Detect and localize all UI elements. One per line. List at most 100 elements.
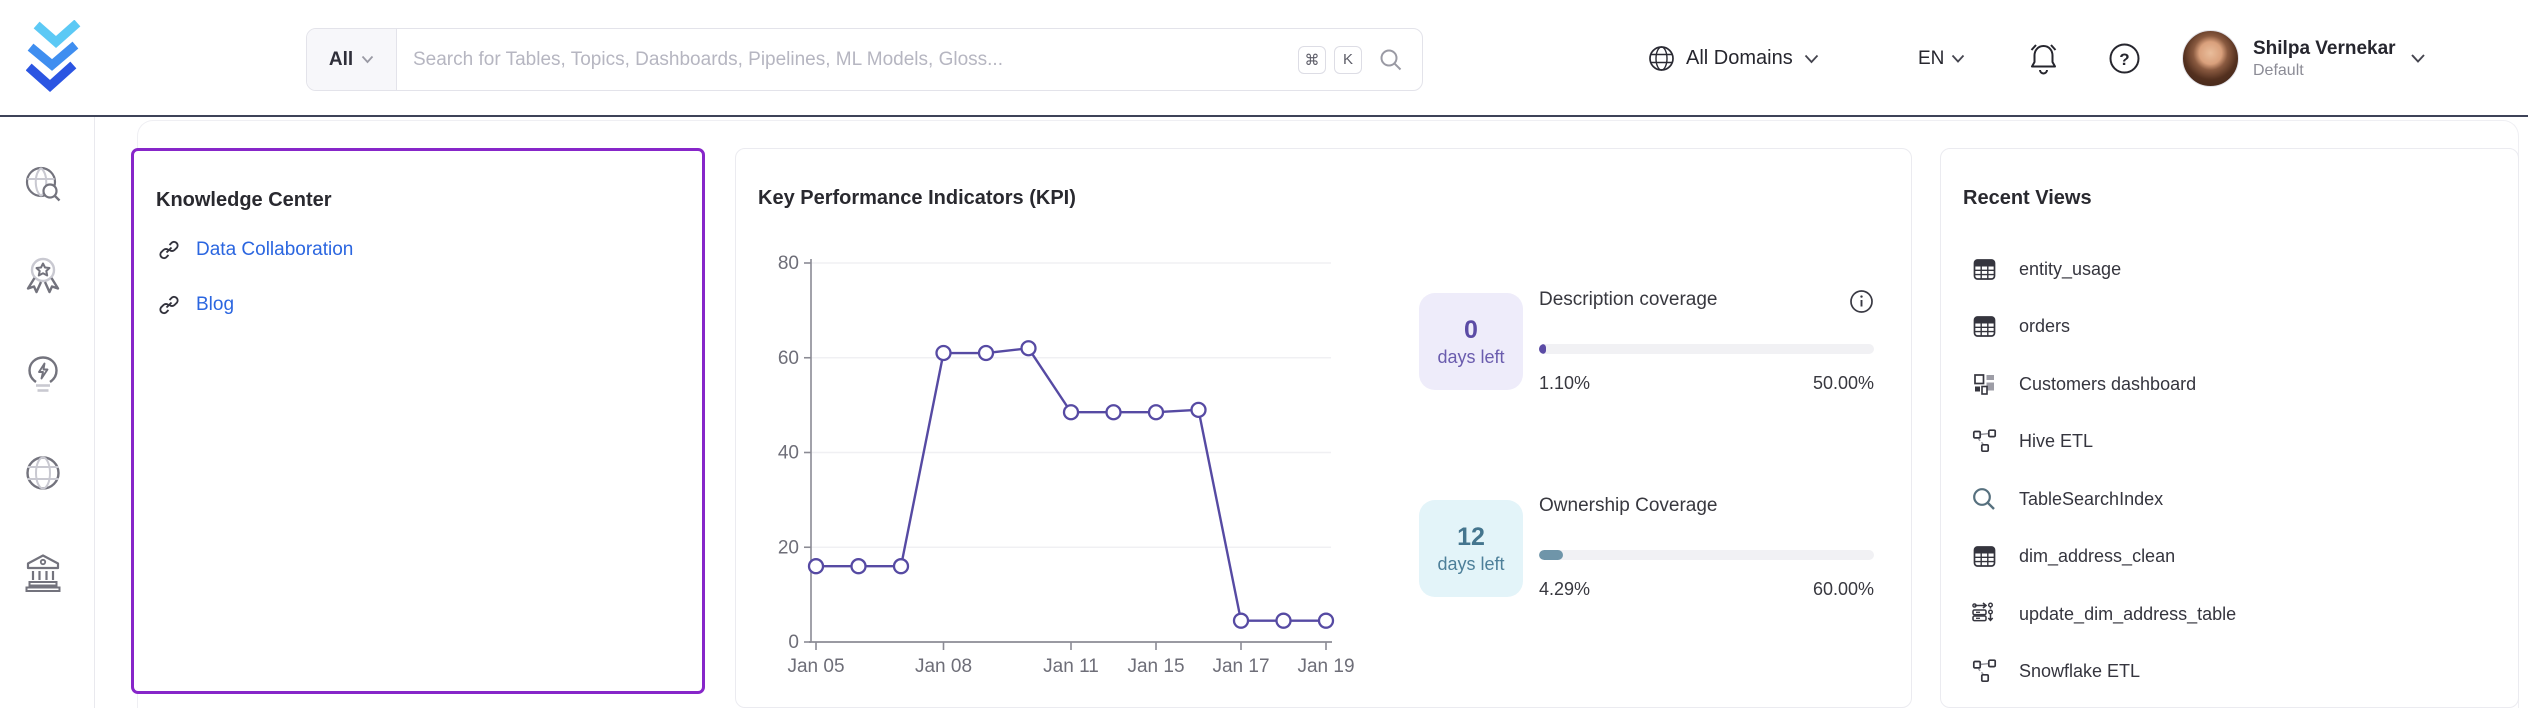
kpi-line-chart: 0 20 40 60 80 Jan 05 Jan 08 Jan 11 Jan 15 Jan 17 J… — [778, 253, 1355, 677]
days-left-label: days left — [1437, 346, 1505, 367]
search-icon[interactable] — [1378, 47, 1404, 73]
recent-view-item[interactable]: orders — [1941, 298, 2518, 354]
pipeline-icon — [1971, 658, 1997, 684]
recent-view-label: update_dim_address_table — [2019, 603, 2237, 624]
stored-procedure-icon — [1971, 601, 1997, 627]
domain-selector-label: All Domains — [1686, 47, 1793, 69]
recent-view-item[interactable]: update_dim_address_table — [1941, 586, 2518, 642]
search-scope-label: All — [328, 48, 354, 70]
help-icon: ? — [2109, 43, 2140, 74]
recent-view-item[interactable]: entity_usage — [1941, 241, 2518, 297]
kc-link-label: Blog — [196, 294, 235, 315]
link-icon — [159, 295, 179, 315]
search-index-icon — [1971, 486, 1997, 512]
progress-bar — [1539, 344, 1874, 354]
kpi-title: Key Performance Indicators (KPI) — [758, 187, 1076, 209]
days-left-badge: 0 days left — [1419, 293, 1523, 390]
quality-medal-icon[interactable] — [20, 254, 66, 300]
kc-link-label: Data Collaboration — [196, 239, 354, 260]
svg-text:20: 20 — [778, 537, 799, 558]
knowledge-center-widget: Knowledge Center Data Collaboration Blog — [131, 148, 705, 694]
kc-link-data-collaboration[interactable]: Data Collaboration — [157, 232, 353, 268]
svg-text:Jan 19: Jan 19 — [1297, 656, 1354, 677]
k-key-badge: K — [1334, 45, 1362, 74]
kpi-current-value: 1.10% — [1539, 373, 1591, 393]
recent-views-widget: Recent Views entity_usage orders Custome… — [1940, 148, 2519, 708]
progress-fill — [1539, 344, 1547, 354]
chevron-down-icon — [361, 55, 374, 64]
knowledge-center-title: Knowledge Center — [156, 189, 332, 211]
recent-view-label: orders — [2019, 315, 2071, 336]
chevron-down-icon — [2410, 54, 2425, 63]
table-icon — [1971, 256, 1997, 282]
recent-view-label: entity_usage — [2019, 258, 2122, 279]
pipeline-icon — [1971, 428, 1997, 454]
kpi-metric-name: Ownership Coverage — [1539, 495, 1718, 516]
left-nav-rail — [0, 117, 95, 708]
recent-view-label: Customers dashboard — [2019, 373, 2197, 394]
svg-text:80: 80 — [778, 253, 799, 274]
recent-view-item[interactable]: Hive ETL — [1941, 413, 2518, 469]
kc-link-blog[interactable]: Blog — [157, 287, 234, 323]
bell-icon — [2030, 44, 2057, 75]
recent-view-item[interactable]: Snowflake ETL — [1941, 643, 2518, 699]
days-left-value: 0 — [1464, 315, 1478, 344]
link-icon — [159, 240, 179, 260]
svg-text:Jan 17: Jan 17 — [1212, 656, 1269, 677]
cmd-key-badge: ⌘ — [1298, 45, 1326, 74]
recent-views-title: Recent Views — [1963, 187, 2092, 209]
insights-bulb-icon[interactable] — [20, 354, 66, 400]
user-menu[interactable]: Shilpa Vernekar Default — [2182, 0, 2426, 117]
language-label: EN — [1918, 47, 1945, 69]
globe-icon — [1649, 46, 1674, 71]
recent-view-label: TableSearchIndex — [2019, 488, 2164, 509]
recent-view-label: Hive ETL — [2019, 430, 2094, 451]
app-header: All ⌘ K All Domains EN — [0, 0, 2528, 117]
help-button[interactable]: ? — [2108, 0, 2141, 117]
user-team: Default — [2253, 61, 2304, 79]
app-logo[interactable] — [26, 20, 82, 96]
days-left-label: days left — [1437, 553, 1505, 574]
svg-text:Jan 15: Jan 15 — [1127, 656, 1184, 677]
search-input[interactable] — [397, 48, 1298, 71]
kpi-metric: Description coverage 1.10% 50.00% — [1539, 289, 1874, 393]
kpi-metric: Ownership Coverage 4.29% 60.00% — [1539, 495, 1874, 599]
svg-text:0: 0 — [788, 632, 799, 653]
svg-text:Jan 11: Jan 11 — [1043, 656, 1099, 677]
kpi-metric-name: Description coverage — [1539, 289, 1718, 310]
domain-selector[interactable]: All Domains — [1648, 0, 1819, 117]
svg-text:Jan 08: Jan 08 — [915, 656, 972, 677]
table-icon — [1971, 543, 1997, 569]
chevron-down-icon — [1952, 54, 1965, 63]
recent-view-label: Snowflake ETL — [2019, 660, 2141, 681]
kpi-target-value: 60.00% — [1812, 579, 1874, 599]
govern-bank-icon[interactable] — [20, 550, 66, 596]
chevron-down-icon — [1804, 54, 1818, 63]
user-avatar — [2182, 30, 2239, 87]
search-scope-select[interactable]: All — [307, 29, 397, 90]
svg-text:?: ? — [2119, 50, 2129, 69]
progress-bar — [1539, 550, 1874, 560]
svg-text:40: 40 — [778, 443, 799, 464]
kpi-current-value: 4.29% — [1539, 579, 1591, 599]
recent-view-item[interactable]: Customers dashboard — [1941, 356, 2518, 412]
kpi-widget: Key Performance Indicators (KPI) 0 20 40 60… — [735, 148, 1912, 708]
dashboard-icon — [1971, 371, 1997, 397]
global-search-bar: All ⌘ K — [306, 28, 1423, 91]
recent-view-item[interactable]: dim_address_clean — [1941, 528, 2518, 584]
user-name: Shilpa Vernekar — [2253, 37, 2396, 59]
language-selector[interactable]: EN — [1918, 0, 1965, 117]
recent-view-item[interactable]: TableSearchIndex — [1941, 471, 2518, 527]
svg-text:Jan 05: Jan 05 — [787, 656, 844, 677]
recent-view-label: dim_address_clean — [2019, 545, 2176, 566]
kpi-target-value: 50.00% — [1812, 373, 1874, 393]
progress-fill — [1539, 550, 1563, 560]
explore-search-globe-icon[interactable] — [20, 162, 66, 208]
notifications-button[interactable] — [2028, 0, 2059, 117]
table-icon — [1971, 313, 1997, 339]
svg-text:60: 60 — [778, 348, 799, 369]
domains-globe-icon[interactable] — [20, 450, 66, 496]
info-icon[interactable] — [1849, 289, 1874, 314]
days-left-badge: 12 days left — [1419, 500, 1523, 597]
days-left-value: 12 — [1457, 522, 1485, 551]
